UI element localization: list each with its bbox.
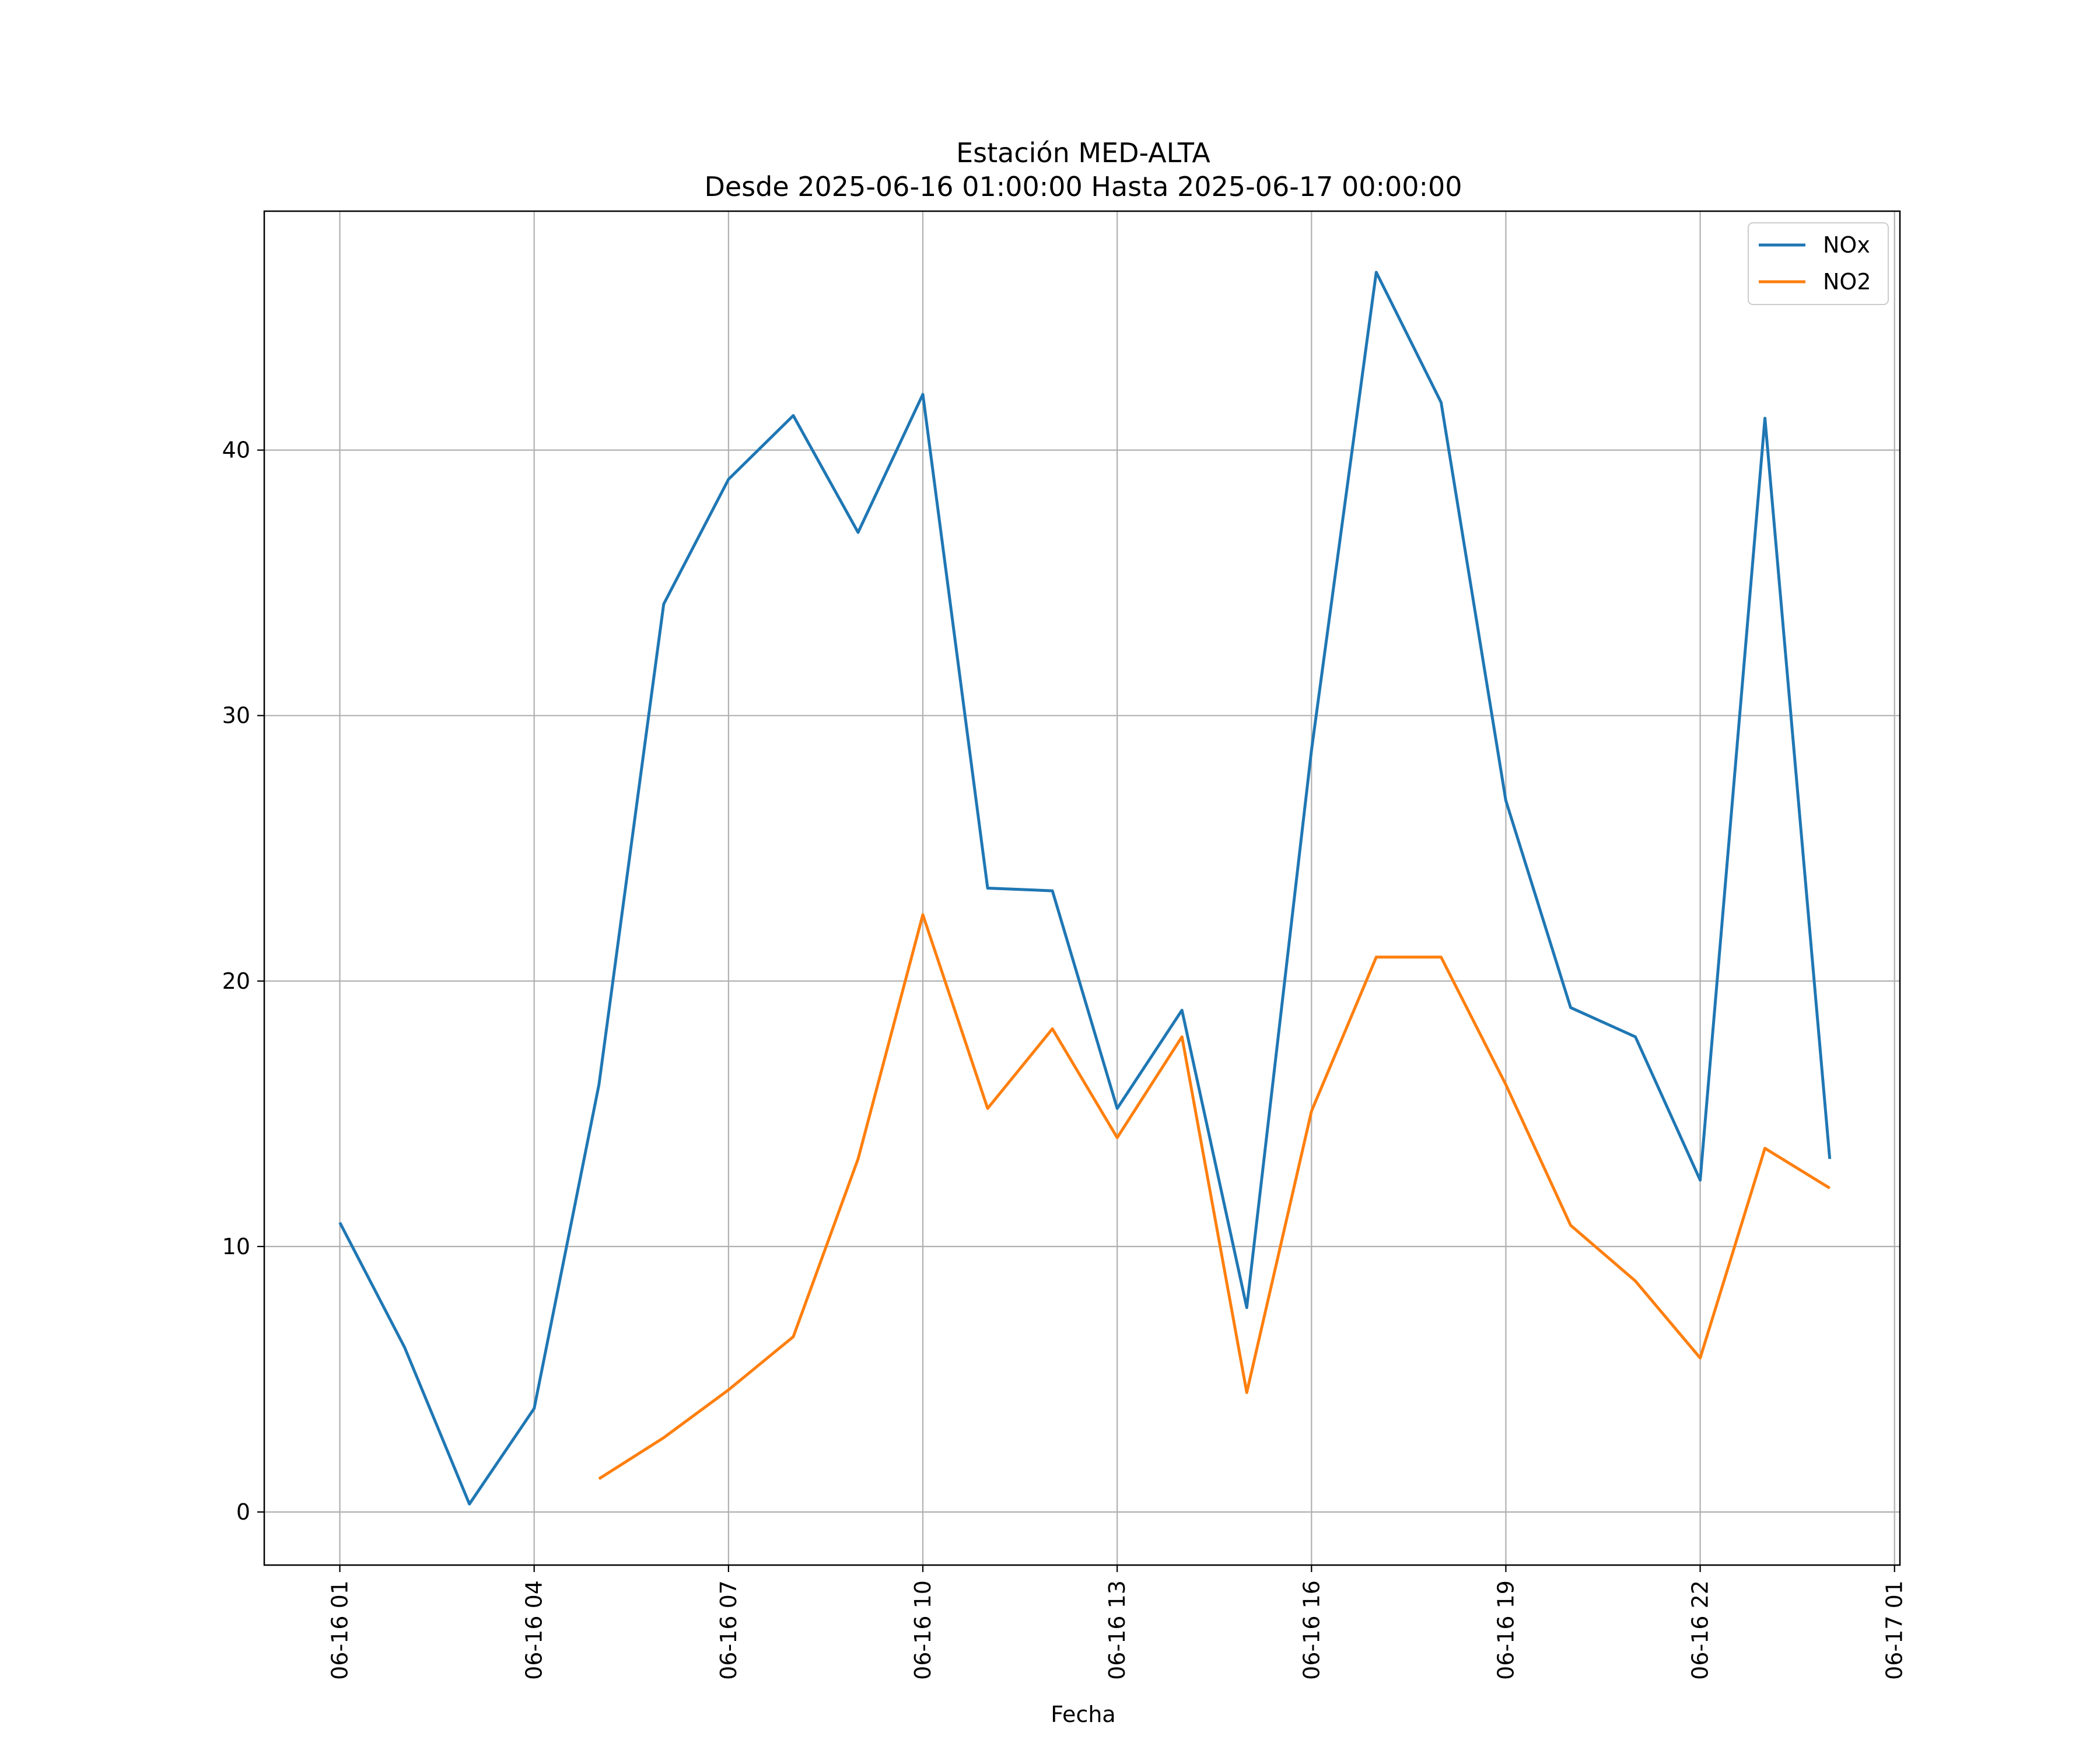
x-axis-label: Fecha — [1051, 1702, 1115, 1727]
series-layer — [338, 271, 1832, 1506]
x-tick-label: 06-17 01 — [1882, 1580, 1908, 1680]
y-tick-label: 10 — [222, 1234, 250, 1259]
legend-box — [1748, 222, 1889, 305]
x-tick-label: 06-16 04 — [522, 1580, 547, 1680]
chart-subtitle: Desde 2025-06-16 01:00:00 Hasta 2025-06-… — [704, 171, 1462, 202]
x-tick-label: 06-16 13 — [1104, 1580, 1130, 1680]
legend-label: NO2 — [1823, 269, 1871, 295]
x-tick-label: 06-16 19 — [1493, 1580, 1518, 1680]
y-tick-label: 20 — [222, 968, 250, 994]
legend: NOx NO2 — [1748, 222, 1889, 305]
y-tick-label: 40 — [222, 438, 250, 463]
x-tick-label: 06-16 07 — [716, 1580, 741, 1680]
plot-area-frame — [263, 210, 1901, 1566]
series-line-nox — [338, 271, 1832, 1506]
y-tick-label: 0 — [236, 1499, 250, 1525]
x-tick-label: 06-16 01 — [327, 1580, 353, 1680]
series-line-no2 — [598, 913, 1831, 1480]
y-tick-label: 30 — [222, 703, 250, 729]
grid — [264, 211, 1900, 1565]
x-tick-label: 06-16 16 — [1298, 1580, 1324, 1680]
x-tick-label: 06-16 22 — [1688, 1580, 1713, 1680]
x-tick-label: 06-16 10 — [910, 1580, 936, 1680]
legend-label: NOx — [1823, 232, 1870, 258]
axis-ticks: 06-16 01 06-16 04 06-16 07 06-16 10 06-16 13… — [222, 438, 1908, 1680]
chart-title: Estación MED-ALTA — [956, 137, 1210, 169]
